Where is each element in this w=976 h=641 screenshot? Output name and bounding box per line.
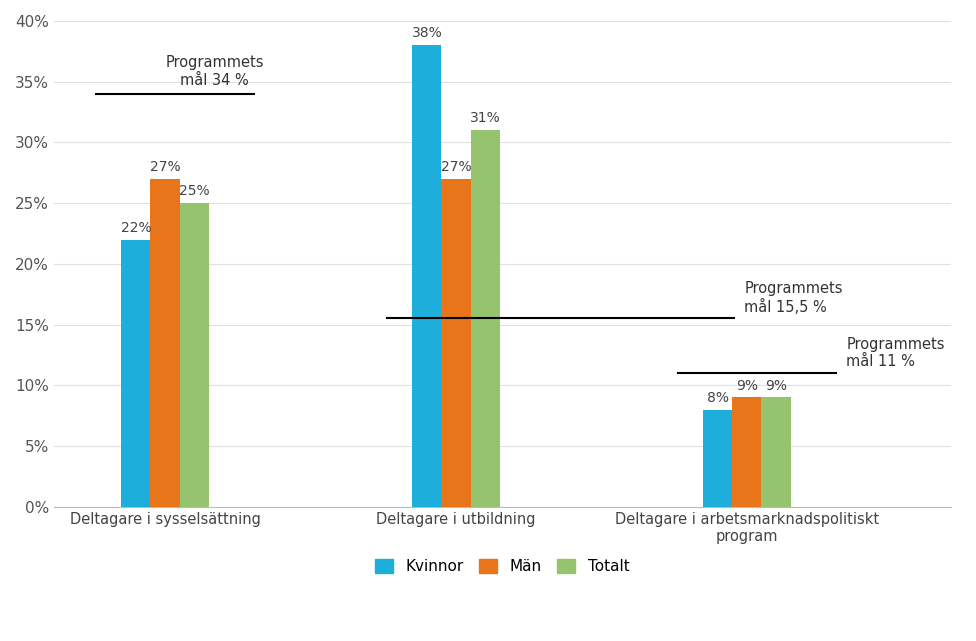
Text: 25%: 25% [179,184,210,198]
Bar [470,130,500,507]
Bar [732,397,761,507]
Bar [704,410,732,507]
Legend: Kvinnor, Män, Totalt: Kvinnor, Män, Totalt [369,553,635,581]
Bar [441,179,470,507]
Text: 8%: 8% [707,391,729,404]
Text: 27%: 27% [440,160,471,174]
Text: Programmets
mål 34 %: Programmets mål 34 % [165,55,264,88]
Text: 38%: 38% [412,26,442,40]
Text: Programmets
mål 15,5 %: Programmets mål 15,5 % [745,281,843,315]
Text: 9%: 9% [736,379,758,392]
Bar [180,203,209,507]
Bar [761,397,791,507]
Text: 22%: 22% [121,221,151,235]
Text: 27%: 27% [149,160,181,174]
Bar [412,46,441,507]
Text: 9%: 9% [765,379,787,392]
Bar [150,179,180,507]
Bar [121,240,150,507]
Text: Programmets
mål 11 %: Programmets mål 11 % [846,337,945,369]
Text: 31%: 31% [469,112,501,126]
